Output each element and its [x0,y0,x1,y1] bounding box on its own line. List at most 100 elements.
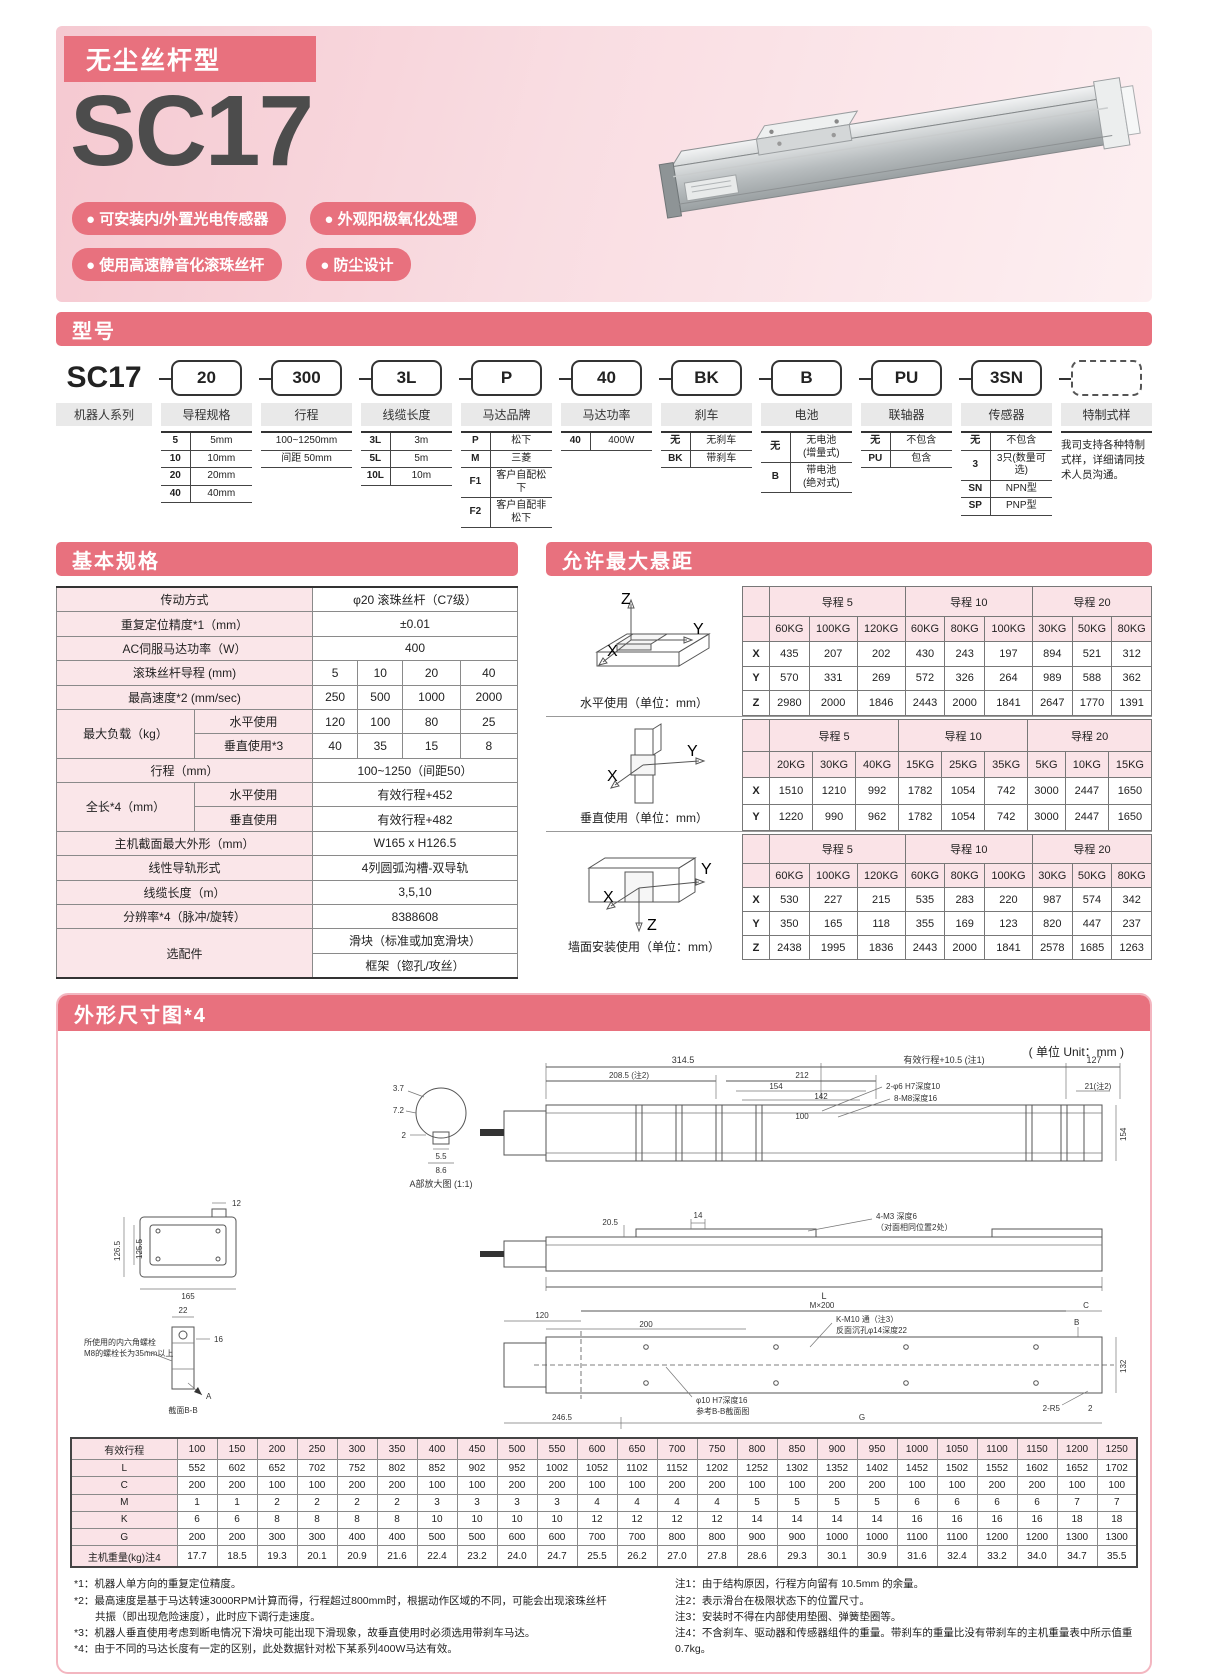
row: 无无刹车 [661,432,752,451]
cell: 1000 [896,1437,938,1461]
cell: 2447 [1064,803,1109,832]
cell: 652 [256,1459,298,1478]
svg-text:125.5: 125.5 [135,1238,144,1259]
cell: 20 [402,660,461,686]
cell: 带刹车 [690,450,752,468]
cell: 700 [656,1437,698,1461]
cell: 250 [311,684,359,710]
option-table: 5 5mm 10 10mm 20 20mm 40 40mm [161,431,252,503]
cell: 25KG [941,751,986,779]
cell: 2000 [944,935,985,960]
cell: 902 [456,1459,498,1478]
cell: 1782 [898,777,943,805]
cell: 702 [296,1459,338,1478]
cell: 342 [1111,887,1152,913]
cell: 200 [1016,1476,1058,1495]
cell: 100 [576,1476,618,1495]
svg-text:20.5: 20.5 [602,1218,618,1227]
model-column-stroke: 300 行程 100~1250mm 间距 50mm [259,358,352,468]
cell: 1050 [936,1437,978,1461]
row: 40 400W [561,432,652,451]
svg-text:7.2: 7.2 [393,1106,405,1115]
cell: 31.6 [896,1545,938,1568]
side-view: 20.5 14 4-M3 深度6 （对面相同位置2处） L [480,1211,1103,1301]
model-column-brand: P 马达品牌 P 松下 M 三菱 F1 客户自配松下 F2 客户自配非松下 [459,358,552,528]
svg-text:5.5: 5.5 [435,1152,447,1161]
cell: 1352 [816,1459,858,1478]
svg-text:φ10 H7深度16: φ10 H7深度16 [696,1395,748,1405]
footnote-line: *4：由于不同的马达长度有一定的区别，此处数据针对松下某系列400W马达有效。 [74,1643,458,1656]
cell: 120 [311,708,359,735]
model-code-area: SC17 机器人系列 20 导程规格 5 5mm 10 10mm 20 20mm 40 40m… [56,358,1152,528]
svg-text:反面沉孔φ14深度22: 反面沉孔φ14深度22 [836,1325,908,1335]
cell: 5 [311,660,359,686]
feature-pill: ● 防尘设计 [306,248,412,281]
axis-row: Z 2980 2000 1846 2443 2000 1841 2647 1770 1391 [742,690,1152,716]
cell: 200 [176,1527,218,1547]
cell: 120KG [856,863,906,889]
unit-note: ( 单位 Unit：mm ) [1028,1045,1124,1059]
cell: 30.1 [816,1545,858,1568]
svg-text:8-M8深度16: 8-M8深度16 [894,1093,938,1103]
cell: 40mm [190,485,252,503]
cell: 1100 [976,1437,1018,1461]
cell: 1510 [768,777,814,805]
cell: M [70,1493,178,1512]
cell: 30KG [812,751,857,779]
cell: 16 [1016,1510,1058,1529]
svg-text:（对面相同位置2处）: （对面相同位置2处） [876,1222,952,1232]
model-column-label: 特制式样 [1061,403,1152,426]
cell: 12 [576,1510,618,1529]
overhang-block-vertical: Y X 垂直使用（单位：mm） 导程 5 导程 10 导程 20 20KG 30K… [546,716,1153,832]
cell: 169 [944,911,985,937]
svg-text:X: X [603,889,614,906]
cell: 550 [536,1437,578,1461]
cell: 14 [816,1510,858,1529]
cell: 10 [357,660,404,686]
svg-text:B: B [1074,1318,1079,1327]
cell: 3000 [1027,803,1066,832]
cell: 900 [816,1437,858,1461]
cell: 100 [1096,1476,1138,1495]
cell: 1200 [1016,1527,1058,1547]
cell: 3 [536,1493,578,1512]
model-column-battery: B 电池 无无电池 (增量式) B 带电池 (绝对式) [759,358,852,493]
cell: 16 [976,1510,1018,1529]
cell: 60KG [904,863,946,889]
cell: 802 [376,1459,418,1478]
cell: 700 [576,1527,618,1547]
cell: 992 [855,777,900,805]
cell: 20.9 [336,1545,378,1568]
model-column-label: 导程规格 [161,403,252,426]
cell: 18 [1096,1510,1138,1529]
cell: 200 [376,1476,418,1495]
cell: 400 [416,1437,458,1461]
svg-text:X: X [607,768,618,785]
row: 无无电池 (增量式) [761,432,852,463]
axis-row: Y 350 165 118 355 169 123 820 447 237 [742,911,1152,937]
cell: 200 [216,1476,258,1495]
cell: 326 [944,665,985,692]
svg-text:14: 14 [694,1211,703,1220]
cell: 150 [216,1437,258,1461]
cell: 1200 [976,1527,1018,1547]
model-column-label: 电池 [761,403,852,426]
section-title-overhang: 允许最大悬距 [546,542,1152,576]
cell: 331 [808,665,858,692]
model-column-lead: 20 导程规格 5 5mm 10 10mm 20 20mm 40 40mm [159,358,252,503]
row: 20 20mm [161,467,252,486]
dimension-drawing: 3.7 7.2 2 5.5 8.6 A部放大图 (1:1) [84,1054,1128,1429]
model-column-coupling: PU 联轴器 无不包含 PU 包含 [859,358,952,468]
cell: 1150 [1016,1437,1058,1461]
cell: 962 [855,803,900,832]
cell: 60KG [904,616,946,642]
cell: 有效行程 [70,1437,178,1461]
model-column-sensor: 3SN 传感器 无不包含 3 3只(数量可选) SN NPN型 SP PNP型 [959,358,1052,516]
cell: 100 [896,1476,938,1495]
axis-row: X 435 207 202 430 243 197 894 521 312 [742,640,1152,667]
cell: 34.0 [1016,1545,1058,1568]
cell: X [742,777,770,805]
footnote-line: *2：最高速度是基于马达转速3000RPM计算而得，行程超过800mm时，根据动… [74,1594,607,1607]
cell: 1200 [1056,1437,1098,1461]
cell: 19.3 [256,1545,298,1568]
